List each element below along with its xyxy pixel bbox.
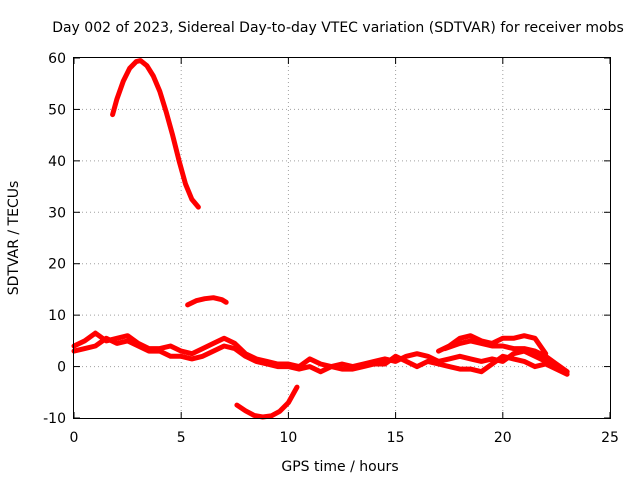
y-tick-label: -10 bbox=[43, 411, 66, 427]
series-layer bbox=[71, 58, 570, 420]
plot-frame bbox=[73, 57, 611, 419]
chart-title: Day 002 of 2023, Sidereal Day-to-day VTE… bbox=[52, 20, 624, 36]
series-late-return bbox=[442, 338, 570, 375]
y-tick-label: 10 bbox=[48, 308, 66, 324]
x-tick-label: 20 bbox=[494, 430, 512, 446]
y-tick-label: 20 bbox=[48, 257, 66, 273]
y-tick-label: 0 bbox=[57, 360, 66, 376]
y-tick-label: 40 bbox=[48, 154, 66, 170]
y-axis-label: SDTVAR / TECUs bbox=[6, 181, 22, 296]
x-tick-label: 25 bbox=[601, 430, 619, 446]
y-tick-label: 60 bbox=[48, 51, 66, 67]
series-low-dip bbox=[234, 384, 300, 420]
x-tick-label: 15 bbox=[387, 430, 405, 446]
series-high-arc bbox=[110, 58, 201, 210]
y-tick-label: 30 bbox=[48, 205, 66, 221]
x-axis-label: GPS time / hours bbox=[281, 459, 398, 475]
series-short-mid bbox=[185, 295, 229, 308]
x-tick-label: 0 bbox=[70, 430, 79, 446]
x-tick-label: 5 bbox=[177, 430, 186, 446]
y-tick-label: 50 bbox=[48, 102, 66, 118]
x-tick-label: 10 bbox=[279, 430, 297, 446]
series-track-b bbox=[71, 335, 570, 377]
series-late-hump bbox=[436, 333, 549, 357]
